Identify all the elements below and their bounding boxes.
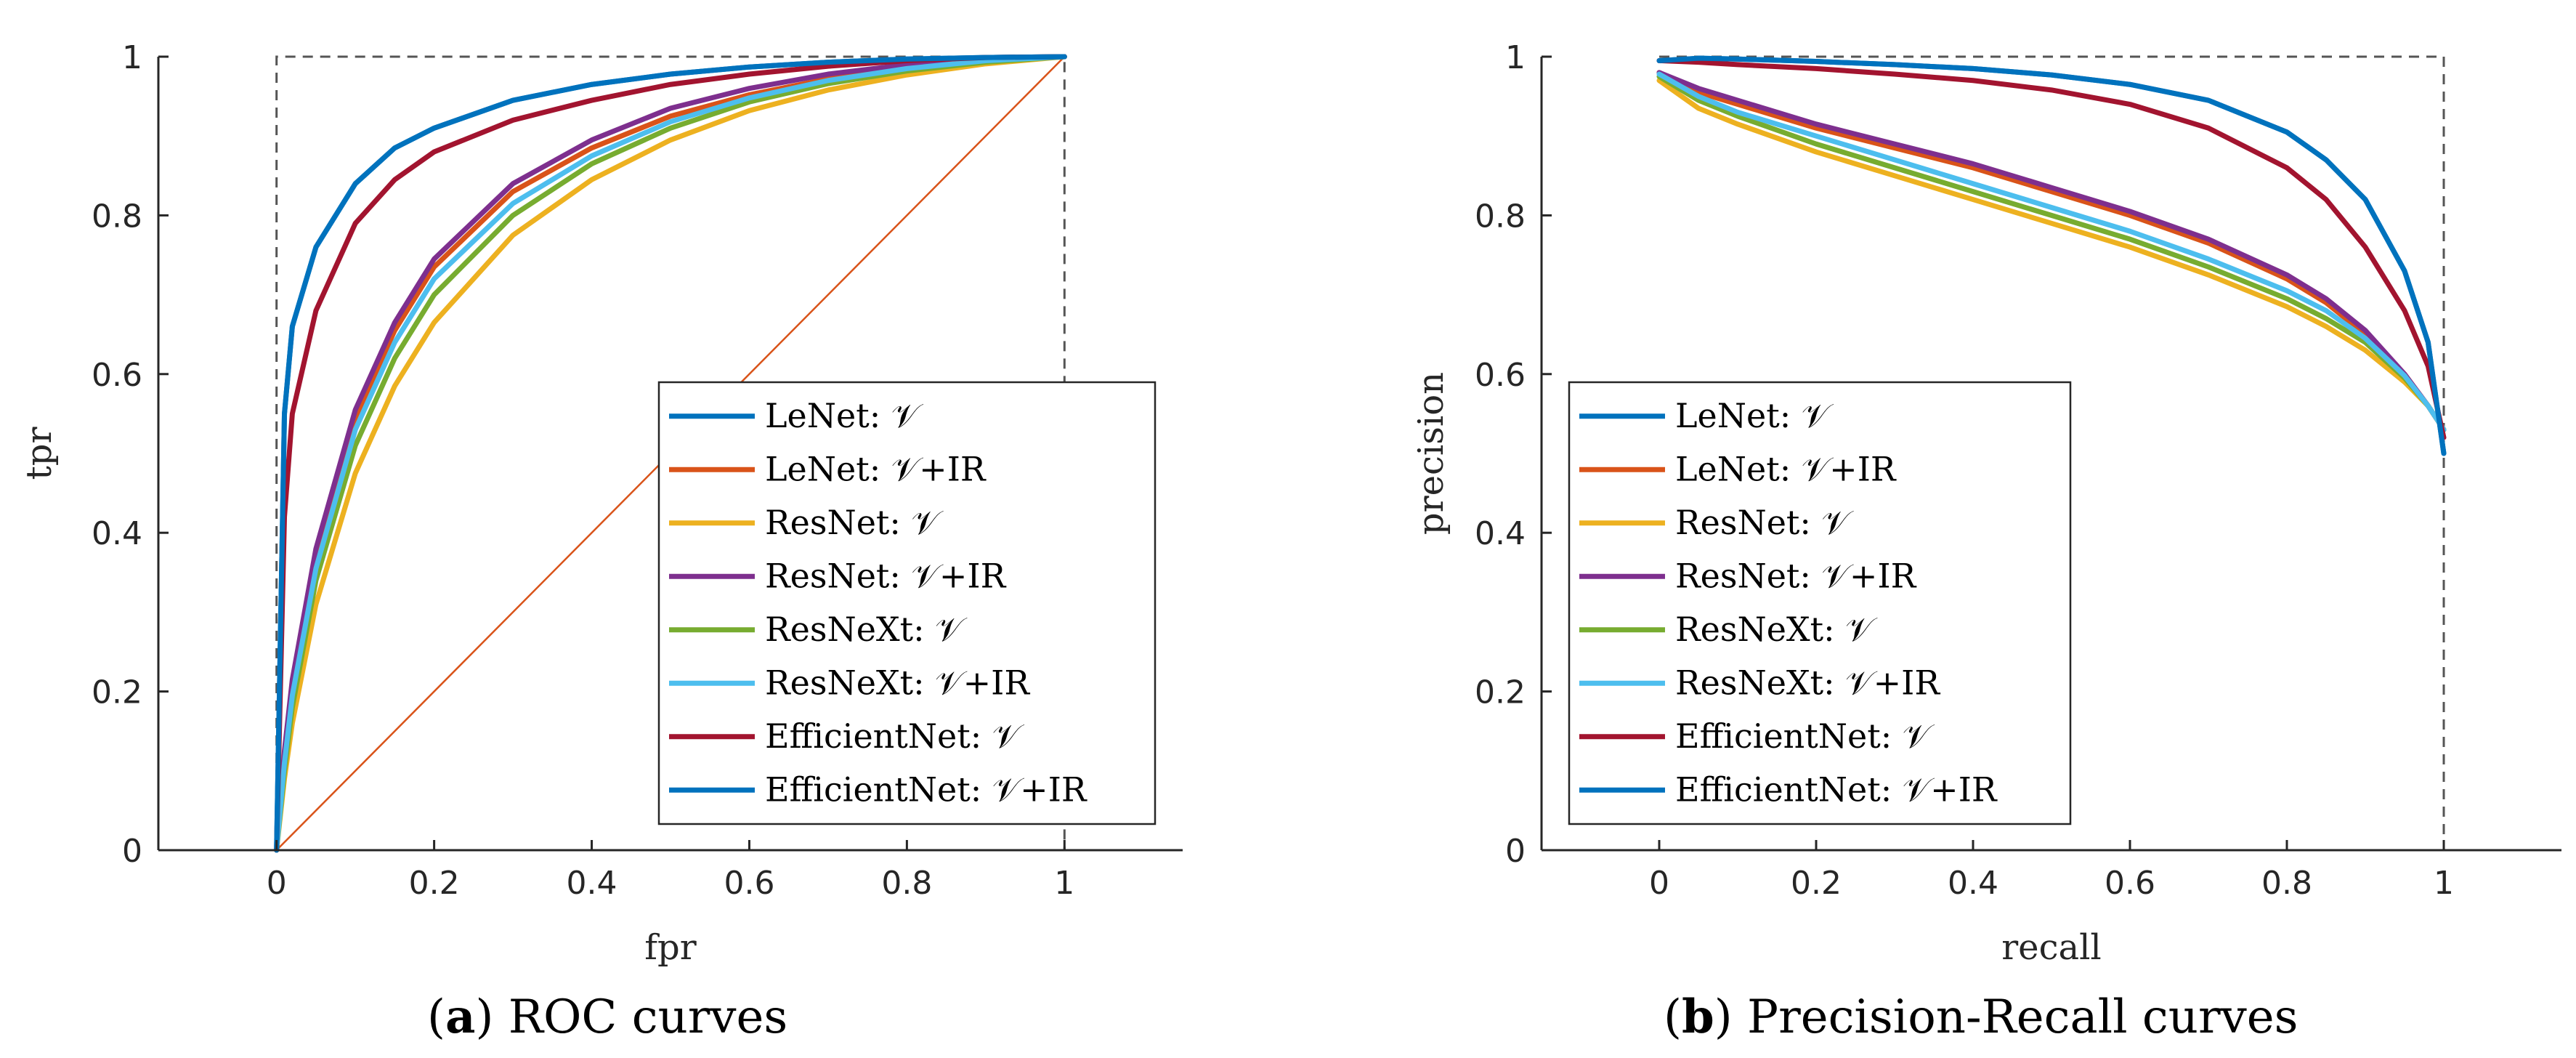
y-tick-label: 0.2	[92, 674, 142, 711]
legend-label-5: ResNeXt: 𝒱+IR	[1675, 663, 1940, 702]
series-line-5	[1656, 71, 2447, 432]
legend-label-6: EfficientNet: 𝒱	[1675, 716, 1935, 756]
x-tick-label: 0	[267, 865, 287, 902]
legend-label-7: EfficientNet: 𝒱+IR	[765, 770, 1087, 809]
series-line-2	[274, 54, 1067, 853]
x-tick-label: 0.2	[1791, 865, 1842, 902]
x-tick-label: 0.4	[567, 865, 617, 902]
x-tick-label: 0.8	[881, 865, 932, 902]
y-tick-label: 0	[1505, 833, 1526, 870]
legend: LeNet: 𝒱 LeNet: 𝒱+IR ResNet: 𝒱 ResNet: 𝒱+IR…	[1568, 381, 2072, 825]
x-tick-label: 0.8	[2261, 865, 2312, 902]
caption-roc: (a) ROC curves	[427, 990, 788, 1044]
series-line-3	[1656, 70, 2447, 432]
legend-label-5: ResNeXt: 𝒱+IR	[765, 663, 1030, 702]
caption-pr: (b) Precision-Recall curves	[1664, 990, 2298, 1044]
legend: LeNet: 𝒱 LeNet: 𝒱+IR ResNet: 𝒱 ResNet: 𝒱+IR…	[657, 381, 1157, 825]
legend-label-2: ResNet: 𝒱	[1675, 503, 1855, 542]
legend-label-1: LeNet: 𝒱+IR	[1675, 449, 1897, 488]
x-tick-label: 0	[1649, 865, 1669, 902]
series-line-3	[274, 54, 1067, 853]
x-tick-label: 0.6	[724, 865, 774, 902]
y-axis-label: tpr	[19, 427, 60, 480]
x-tick-label: 0.6	[2105, 865, 2155, 902]
precision-recall-chart: 0 0.2 0.4 0.6 0.8 1 0 0.2 0.4 0.6 0.8 1 recall precis…	[1411, 39, 2561, 968]
legend-label-2: ResNet: 𝒱	[765, 503, 944, 542]
y-tick-label: 0.8	[1475, 198, 1526, 235]
x-tick-label: 0.4	[1948, 865, 1998, 902]
legend-label-4: ResNeXt: 𝒱	[1675, 610, 1878, 649]
x-tick-label: 1	[2434, 865, 2454, 902]
ideal-dashed-line	[1659, 55, 2445, 850]
caption-roc-text: ROC curves	[493, 990, 788, 1044]
y-tick-label: 0.8	[92, 198, 142, 235]
series-line-7	[274, 54, 1067, 853]
legend-label-3: ResNet: 𝒱+IR	[1675, 556, 1917, 595]
y-tick-label: 0	[122, 833, 142, 870]
x-tick-label: 1	[1054, 865, 1074, 902]
series-line-5	[274, 54, 1067, 853]
y-tick-label: 1	[1505, 39, 1526, 76]
series-line-7	[1656, 55, 2447, 456]
x-axis-label: recall	[2001, 927, 2102, 968]
legend-label-0: LeNet: 𝒱	[765, 396, 924, 435]
legend-label-6: EfficientNet: 𝒱	[765, 716, 1025, 756]
y-tick-label: 0.6	[1475, 357, 1526, 394]
legend-box	[1568, 381, 2072, 825]
y-tick-label: 0.2	[1475, 674, 1526, 711]
x-axis-label: fpr	[644, 927, 696, 968]
legend-label-0: LeNet: 𝒱	[1675, 396, 1834, 435]
series-line-2	[1656, 78, 2447, 432]
caption-roc-letter: a	[445, 990, 476, 1044]
y-tick-label: 0.4	[1475, 515, 1526, 552]
caption-pr-text: Precision-Recall curves	[1732, 990, 2298, 1044]
y-tick-label: 0.6	[92, 357, 142, 394]
roc-chart: 0 0.2 0.4 0.6 0.8 1 0 0.2 0.4 0.6 0.8 1 fpr tpr LeNet:…	[19, 39, 1183, 968]
y-tick-label: 0.4	[92, 515, 142, 552]
legend-box	[657, 381, 1157, 825]
y-axis-label: precision	[1411, 372, 1451, 535]
caption-pr-letter: b	[1681, 990, 1714, 1044]
legend-label-1: LeNet: 𝒱+IR	[765, 449, 987, 488]
y-tick-label: 1	[122, 39, 142, 76]
series-line-6	[1656, 57, 2447, 440]
legend-label-3: ResNet: 𝒱+IR	[765, 556, 1007, 595]
x-tick-label: 0.2	[409, 865, 460, 902]
legend-label-4: ResNeXt: 𝒱	[765, 610, 968, 649]
legend-label-7: EfficientNet: 𝒱+IR	[1675, 770, 1998, 809]
